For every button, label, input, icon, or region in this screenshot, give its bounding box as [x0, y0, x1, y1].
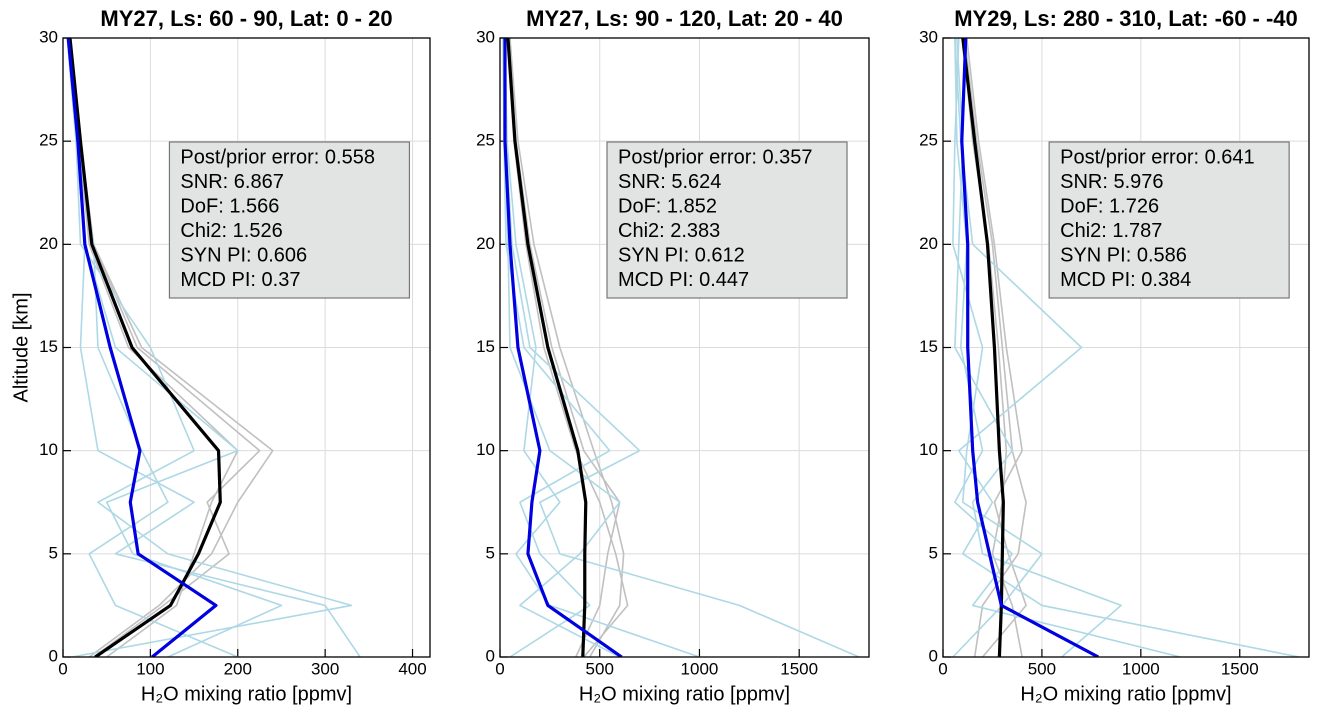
x-tick-label: 500	[586, 659, 614, 678]
y-tick-label: 5	[49, 543, 58, 562]
y-tick-label: 20	[919, 234, 938, 253]
annotation-text: DoF: 1.566	[180, 195, 279, 217]
x-tick-label: 0	[495, 659, 504, 678]
annotation-text: DoF: 1.726	[1060, 195, 1159, 217]
y-axis-label: Altitude [km]	[10, 292, 32, 402]
x-tick-label: 100	[136, 659, 164, 678]
annotation-text: SYN PI: 0.612	[618, 244, 745, 266]
lines	[502, 38, 860, 657]
chart-title: MY29, Ls: 280 - 310, Lat: -60 - -40	[954, 6, 1298, 31]
lines	[952, 38, 1300, 657]
x-axis-label: H₂O mixing ratio [ppmv]	[1020, 683, 1231, 705]
y-tick-label: 30	[919, 27, 938, 46]
y-tick-label: 0	[929, 646, 938, 665]
y-tick-label: 30	[39, 27, 58, 46]
y-tick-label: 10	[39, 440, 58, 459]
annotation-text: Chi2: 1.787	[1060, 220, 1162, 242]
annotation-text: SNR: 6.867	[180, 171, 283, 193]
annotation-text: Post/prior error: 0.357	[618, 146, 813, 168]
annotation-box	[168, 141, 411, 299]
x-tick-label: 300	[311, 659, 339, 678]
x-axis-label: H₂O mixing ratio [ppmv]	[141, 683, 352, 705]
y-tick-label: 10	[919, 440, 938, 459]
y-tick-label: 30	[476, 27, 495, 46]
y-tick-label: 25	[39, 131, 58, 150]
annotation-box	[606, 141, 848, 299]
x-tick-label: 0	[58, 659, 67, 678]
chart-title: MY27, Ls: 90 - 120, Lat: 20 - 40	[526, 6, 843, 31]
x-tick-label: 400	[398, 659, 426, 678]
profile-line	[503, 38, 623, 657]
profile-line	[68, 38, 222, 657]
annotation-text: SYN PI: 0.606	[180, 244, 307, 266]
profile-line	[506, 38, 588, 657]
profile-line	[961, 38, 1005, 657]
y-tick-label: 0	[486, 646, 495, 665]
annotation-text: MCD PI: 0.37	[180, 269, 300, 291]
y-tick-label: 15	[39, 337, 58, 356]
annotation-text: SNR: 5.976	[1060, 171, 1163, 193]
x-tick-label: 1500	[1221, 659, 1259, 678]
x-tick-label: 500	[1028, 659, 1056, 678]
profile-line	[66, 38, 218, 657]
x-tick-label: 1000	[681, 659, 719, 678]
x-tick-label: 1000	[1122, 659, 1160, 678]
profile-line	[504, 38, 700, 657]
annotation-text: DoF: 1.852	[618, 195, 717, 217]
profile-line	[954, 38, 1122, 657]
annotation-text: Chi2: 2.383	[618, 220, 720, 242]
x-tick-label: 200	[224, 659, 252, 678]
annotation-text: MCD PI: 0.384	[1060, 269, 1191, 291]
y-tick-label: 20	[39, 234, 58, 253]
lines	[66, 38, 361, 657]
profile-line	[502, 38, 611, 657]
annotation-text: SNR: 5.624	[618, 171, 721, 193]
chart-title: MY27, Ls: 60 - 90, Lat: 0 - 20	[100, 6, 392, 31]
panel: 0 500 1000 1500 0 5 10 15 20 25 30 Post/prior error…	[919, 6, 1310, 705]
y-tick-label: 5	[929, 543, 938, 562]
panel: 0 100 200 300 400 0 5 10 15 20 25 30 Post/prior erro…	[10, 6, 431, 705]
y-tick-label: 15	[476, 337, 495, 356]
y-tick-label: 0	[49, 646, 58, 665]
panel: 0 500 1000 1500 0 5 10 15 20 25 30 Post/prior error…	[476, 6, 870, 705]
annotation-text: Post/prior error: 0.558	[180, 146, 375, 168]
y-tick-label: 25	[476, 131, 495, 150]
x-tick-label: 0	[938, 659, 947, 678]
profile-line	[509, 38, 625, 657]
x-tick-label: 1500	[780, 659, 818, 678]
annotation-text: Post/prior error: 0.641	[1060, 146, 1255, 168]
y-tick-label: 20	[476, 234, 495, 253]
axes-frame	[499, 37, 870, 658]
y-tick-label: 15	[919, 337, 938, 356]
annotation-text: MCD PI: 0.447	[618, 269, 749, 291]
y-tick-label: 5	[486, 543, 495, 562]
profile-line	[965, 38, 1027, 657]
annotation-box	[1048, 141, 1290, 299]
y-tick-label: 10	[476, 440, 495, 459]
annotation-text: SYN PI: 0.586	[1060, 244, 1187, 266]
y-tick-label: 25	[919, 131, 938, 150]
axes-frame	[62, 37, 431, 658]
axes-frame	[942, 37, 1310, 658]
profile-line	[960, 38, 1100, 657]
annotation-text: Chi2: 1.526	[180, 220, 282, 242]
profile-line	[952, 38, 1043, 657]
profile-line	[66, 38, 353, 657]
x-axis-label: H₂O mixing ratio [ppmv]	[579, 683, 790, 705]
profile-line	[954, 38, 1181, 657]
